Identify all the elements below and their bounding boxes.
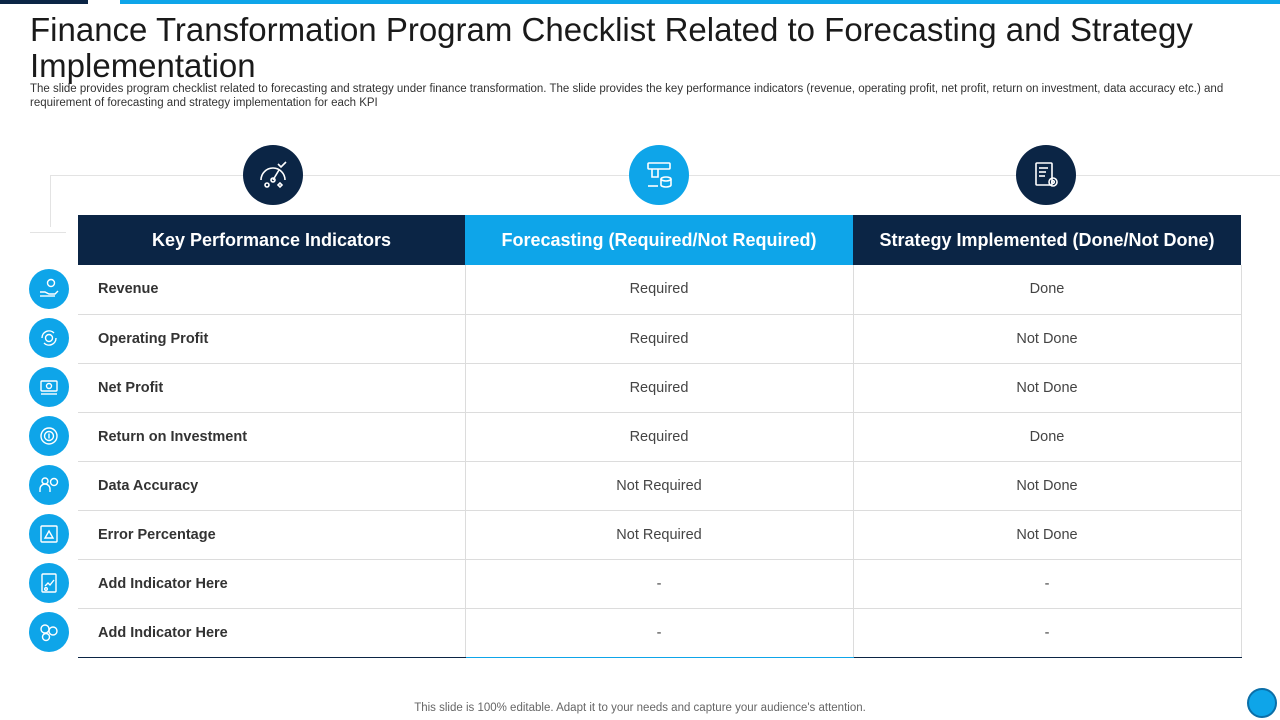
kpi-cell: Add Indicator Here — [78, 559, 465, 609]
coins-icon — [29, 612, 69, 652]
forecasting-cell: Required — [464, 314, 853, 364]
table-row: Data Accuracy Not Required Not Done — [78, 461, 1242, 511]
page-subtitle: The slide provides program checklist rel… — [30, 83, 1224, 109]
column-header-strategy: Strategy Implemented (Done/Not Done) — [853, 215, 1241, 265]
forecasting-cell: Required — [464, 363, 853, 413]
dollar-return-icon — [29, 416, 69, 456]
footer-note: This slide is 100% editable. Adapt it to… — [414, 702, 866, 714]
forecasting-cell: - — [464, 559, 853, 609]
hand-coin-icon — [29, 269, 69, 309]
top-accent-bar-blue — [120, 0, 1280, 4]
strategy-cell: Not Done — [852, 461, 1242, 511]
column-header-kpi: Key Performance Indicators — [78, 215, 465, 265]
chart-report-icon — [29, 563, 69, 603]
strategy-cell: - — [852, 608, 1242, 658]
strategy-cell: Done — [852, 412, 1242, 462]
forecasting-cell: - — [464, 608, 853, 658]
people-data-icon — [29, 465, 69, 505]
header-guide-vline — [50, 175, 51, 227]
money-stack-icon — [29, 367, 69, 407]
page-title: Finance Transformation Program Checklist… — [30, 11, 1193, 84]
warning-window-icon — [29, 514, 69, 554]
kpi-cell: Add Indicator Here — [78, 608, 465, 658]
table-row: Revenue Required Done — [78, 265, 1242, 315]
strategy-cell: Done — [852, 265, 1242, 315]
header-guide-tick — [30, 232, 66, 233]
kpi-cell: Revenue — [78, 265, 465, 315]
top-accent-bar-dark — [0, 0, 88, 4]
table-row: Return on Investment Required Done — [78, 412, 1242, 462]
kpi-cell: Operating Profit — [78, 314, 465, 364]
table-row: Add Indicator Here - - — [78, 608, 1242, 658]
strategy-cell: - — [852, 559, 1242, 609]
table-row: Net Profit Required Not Done — [78, 363, 1242, 413]
table-row: Error Percentage Not Required Not Done — [78, 510, 1242, 560]
dollar-cycle-icon — [29, 318, 69, 358]
column-header-forecasting: Forecasting (Required/Not Required) — [465, 215, 853, 265]
forecasting-cell: Not Required — [464, 510, 853, 560]
table-row: Operating Profit Required Not Done — [78, 314, 1242, 364]
kpi-checklist-table: Key Performance Indicators Forecasting (… — [78, 215, 1242, 658]
table-row: Add Indicator Here - - — [78, 559, 1242, 609]
kpi-cell: Net Profit — [78, 363, 465, 413]
report-gear-icon — [1016, 145, 1076, 205]
kpi-cell: Data Accuracy — [78, 461, 465, 511]
kpi-cell: Error Percentage — [78, 510, 465, 560]
strategy-cell: Not Done — [852, 510, 1242, 560]
kpi-cell: Return on Investment — [78, 412, 465, 462]
forecasting-cell: Required — [464, 265, 853, 315]
table-header-row: Key Performance Indicators Forecasting (… — [78, 215, 1241, 265]
forecasting-cell: Not Required — [464, 461, 853, 511]
hand-money-coins-icon — [629, 145, 689, 205]
corner-circle — [1247, 688, 1277, 718]
forecasting-cell: Required — [464, 412, 853, 462]
strategy-cell: Not Done — [852, 363, 1242, 413]
strategy-cell: Not Done — [852, 314, 1242, 364]
gauge-target-icon — [243, 145, 303, 205]
